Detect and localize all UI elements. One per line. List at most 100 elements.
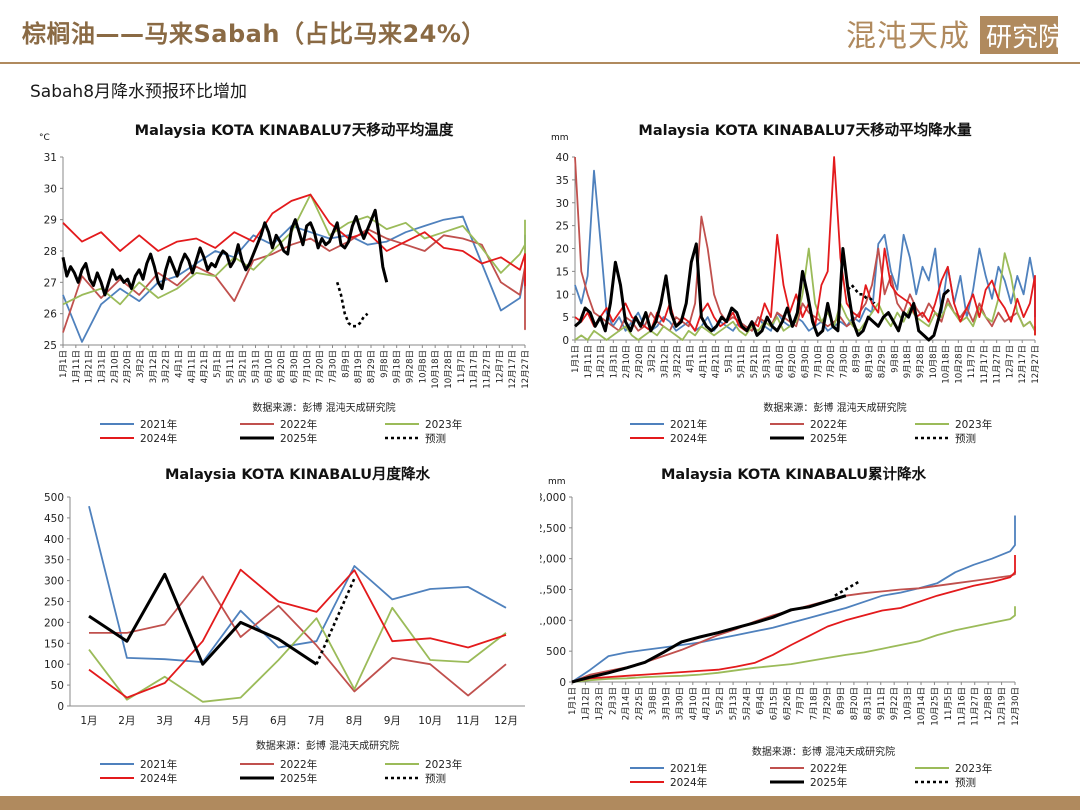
x-tick-label: 6月26日 [783,687,793,720]
x-tick-label: 3月19日 [662,687,672,720]
x-tick-label: 4月11日 [699,345,709,378]
source-note: 数据来源：彭博 混沌天成研究院 [256,739,399,752]
x-tick-label: 12月7日 [495,350,505,383]
legend-label: 2021年 [140,418,177,431]
x-tick-label: 5月21日 [239,350,249,383]
x-tick-label: 7月 [308,715,325,727]
x-tick-label: 5月11日 [226,350,236,383]
x-tick-label: 9月8日 [890,345,900,373]
y-tick-label: 10 [556,289,569,301]
y-tick-label: 150 [44,638,64,650]
x-tick-label: 11月 [456,715,480,727]
series-line-2022年 [89,575,507,697]
legend-label: 2023年 [955,418,992,431]
x-tick-label: 6月4日 [756,687,766,715]
x-tick-label: 8月20日 [850,687,860,720]
x-tick-label: 10月28日 [444,350,454,389]
x-tick-label: 5月21日 [750,345,760,378]
x-tick-label: 2月3日 [608,687,618,715]
y-tick-label: 30 [44,183,57,195]
legend-label: 2022年 [810,418,847,431]
x-tick-label: 3月12日 [660,345,670,378]
y-tick-label: 500 [546,646,566,658]
x-tick-label: 8月29日 [878,345,888,378]
y-tick-label: 350 [44,555,64,567]
x-tick-label: 6月15日 [769,687,779,720]
x-tick-label: 6月20日 [788,345,798,378]
x-tick-label: 7月20日 [316,350,326,383]
y-unit-label: °C [39,133,50,143]
page-title: 棕榈油——马来Sabah（占比马来24%） [22,20,486,48]
x-tick-label: 11月27日 [483,350,493,389]
x-tick-label: 8月9日 [836,687,846,715]
x-tick-label: 12月30日 [1011,687,1021,726]
x-tick-label: 9月18日 [393,350,403,383]
series-line-2025年 [61,208,389,297]
x-tick-label: 8月19日 [354,350,364,383]
x-tick-label: 2月20日 [635,345,645,378]
x-tick-label: 8月9日 [341,350,351,378]
x-tick-label: 1月23日 [595,687,605,720]
chart-title: Malaysia KOTA KINABALU7天移动平均温度 [135,121,454,139]
y-tick-label: 25 [556,221,569,233]
x-tick-label: 10月28日 [954,345,964,384]
x-tick-label: 10月18日 [942,345,952,384]
x-tick-label: 5月24日 [743,687,753,720]
x-tick-label: 11月27日 [993,345,1003,384]
x-tick-label: 11月5日 [944,687,954,720]
x-tick-label: 12月7日 [1005,345,1015,378]
y-tick-label: 250 [44,597,64,609]
series-line-2024年 [88,568,507,699]
series-line-2024年 [62,193,526,287]
legend-label: 2022年 [280,418,317,431]
x-tick-label: 9月22日 [890,687,900,720]
x-tick-label: 3月2日 [136,350,146,378]
legend-label: 2021年 [670,762,707,775]
legend-label: 2023年 [425,418,462,431]
series-line-预测 [834,579,862,597]
series-line-2023年 [62,193,526,306]
x-tick-label: 4月11日 [187,350,197,383]
series-line-2022年 [574,156,1036,332]
source-note: 数据来源：彭博 混沌天成研究院 [252,401,395,414]
x-tick-label: 10月14日 [917,687,927,726]
x-tick-label: 7月10日 [814,345,824,378]
legend-label: 预测 [955,776,976,789]
legend-label: 2023年 [425,758,462,771]
series-line-2021年 [88,505,507,664]
x-tick-label: 1月1日 [571,345,581,373]
series-line-预测 [846,283,876,305]
series-line-2022年 [62,228,526,333]
x-tick-label: 7月18日 [810,687,820,720]
legend-label: 2025年 [280,432,317,445]
x-tick-label: 11月17日 [980,345,990,384]
source-note: 数据来源：彭博 混沌天成研究院 [763,401,906,414]
x-tick-label: 8月 [346,715,363,727]
x-tick-label: 1月31日 [98,350,108,383]
y-tick-label: 500 [44,492,64,504]
x-tick-label: 12月19日 [998,687,1008,726]
y-tick-label: 26 [44,309,58,321]
series-line-2025年 [571,594,847,684]
x-tick-label: 3月2日 [648,345,658,373]
x-tick-label: 2月10日 [622,345,632,378]
y-unit-label: mm [548,477,566,487]
legend-label: 2025年 [810,776,847,789]
y-tick-label: 1,000 [540,615,566,627]
x-tick-label: 7月30日 [329,350,339,383]
y-tick-label: 29 [44,215,57,227]
legend-label: 2021年 [670,418,707,431]
x-tick-label: 8月9日 [852,345,862,373]
x-tick-label: 5月2日 [716,687,726,715]
chart-title: Malaysia KOTA KINABALU月度降水 [165,465,431,483]
x-tick-label: 10月25日 [930,687,940,726]
x-tick-label: 5月13日 [729,687,739,720]
x-tick-label: 8月31日 [863,687,873,720]
logo-seal-text: 研究院 [986,23,1058,53]
x-tick-label: 10月3日 [904,687,914,720]
x-tick-label: 4月21日 [712,345,722,378]
x-tick-label: 6月10日 [775,345,785,378]
x-tick-label: 1月21日 [85,350,95,383]
x-tick-label: 3月30日 [675,687,685,720]
x-tick-label: 11月17日 [470,350,480,389]
